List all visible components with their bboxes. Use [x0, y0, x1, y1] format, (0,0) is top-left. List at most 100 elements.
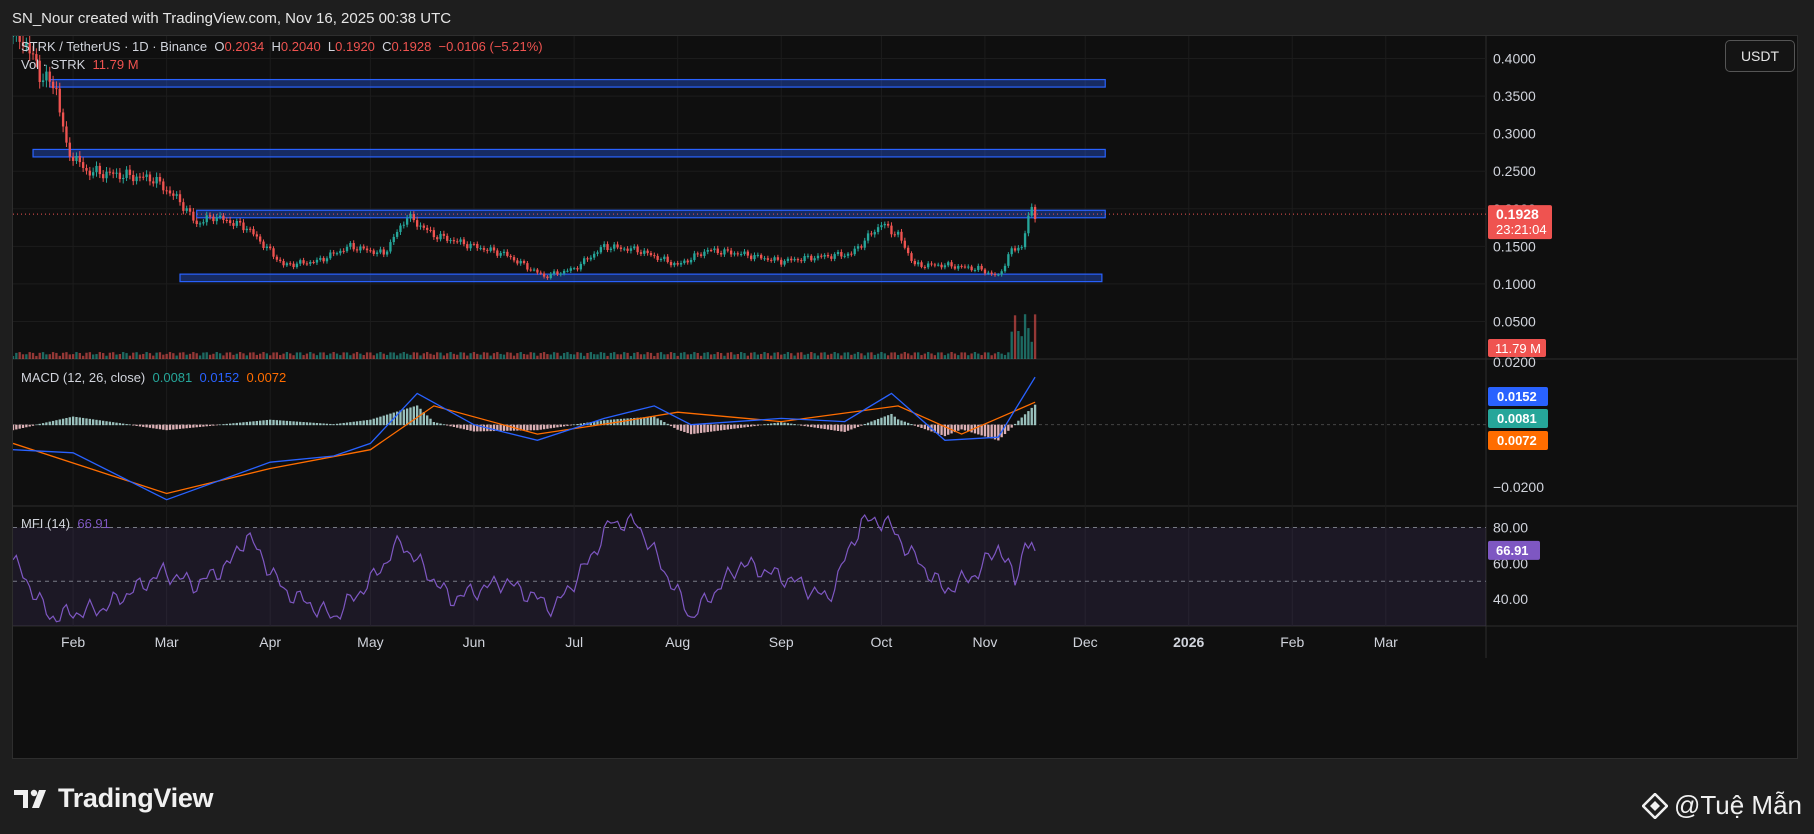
candle-body — [913, 260, 917, 265]
volume-bar — [98, 352, 102, 359]
macd-histogram-bar — [496, 424, 499, 432]
macd-histogram-bar — [1023, 414, 1027, 426]
candle-body — [132, 174, 135, 182]
macd-histogram-bar — [436, 422, 439, 426]
macd-histogram-bar — [91, 419, 95, 426]
macd-histogram-bar — [135, 424, 138, 426]
volume-bar — [499, 353, 502, 359]
macd-histogram-bar — [449, 424, 452, 427]
candle-body — [102, 174, 105, 179]
candle-body — [405, 218, 409, 225]
volume-bar — [572, 354, 576, 359]
macd-histogram-bar — [830, 424, 833, 431]
candle-body — [108, 171, 112, 173]
candle-body — [472, 243, 476, 245]
volume-bar — [315, 355, 319, 359]
candle-body — [452, 240, 456, 242]
macd-histogram-bar — [155, 424, 158, 429]
volume-bar — [776, 352, 780, 359]
macd-histogram-bar — [1007, 424, 1010, 431]
macd-histogram-bar — [1017, 420, 1020, 426]
macd-histogram-bar — [312, 422, 315, 426]
macd-histogram-bar — [800, 424, 803, 426]
candle-body — [98, 165, 102, 175]
macd-histogram-bar — [556, 424, 559, 428]
candle-body — [953, 266, 957, 269]
volume-bar — [402, 352, 405, 359]
currency-button[interactable]: USDT — [1725, 40, 1795, 72]
macd-histogram-bar — [1003, 424, 1007, 435]
volume-bar — [993, 353, 997, 359]
price-tick-label: 0.3500 — [1493, 88, 1536, 104]
volume-bar — [1000, 353, 1003, 359]
volume-bar — [786, 352, 790, 359]
volume-bar — [232, 354, 235, 359]
volume-bar — [653, 355, 656, 359]
volume-bar — [225, 352, 228, 359]
volume-bar — [412, 352, 415, 359]
x-tick-label: Mar — [1374, 634, 1398, 650]
macd-histogram-bar — [259, 420, 262, 426]
macd-histogram-bar — [890, 413, 893, 426]
candle-body — [669, 261, 673, 266]
candle-body — [840, 252, 843, 257]
macd-histogram-bar — [833, 424, 836, 431]
macd-histogram-bar — [673, 424, 676, 428]
macd-tick-label: −0.0200 — [1493, 479, 1544, 495]
macd-histogram-bar — [593, 421, 596, 426]
volume-bar — [850, 354, 853, 359]
macd-histogram-bar — [539, 424, 542, 430]
candle-body — [509, 255, 512, 258]
candle-body — [542, 273, 546, 277]
macd-histogram-bar — [148, 424, 152, 428]
volume-bar — [165, 353, 168, 359]
macd-histogram-bar — [1030, 407, 1033, 426]
macd-legend: MACD (12, 26, close) 0.0081 0.0152 0.007… — [21, 370, 286, 385]
macd-histogram-bar — [519, 424, 522, 431]
macd-histogram-bar — [863, 423, 866, 426]
macd-histogram-bar — [1027, 411, 1030, 426]
macd-histogram-bar — [786, 423, 790, 426]
macd-histogram-bar — [472, 424, 476, 432]
candle-body — [422, 225, 426, 228]
volume-bar — [436, 352, 439, 359]
candle-body — [476, 243, 479, 249]
mfi-legend: MFI (14) 66.91 — [21, 516, 110, 531]
volume-bar — [836, 353, 840, 359]
candle-body — [222, 215, 225, 221]
candle-body — [596, 252, 599, 254]
candle-body — [198, 223, 202, 225]
mfi-value-badge — [1488, 540, 1540, 560]
macd-histogram-bar — [459, 424, 462, 429]
candle-body — [502, 251, 506, 253]
countdown-label: 23:21:04 — [1496, 222, 1547, 237]
volume-bar — [886, 355, 890, 359]
macd-histogram-bar — [68, 417, 71, 426]
macd-histogram-bar — [389, 413, 392, 426]
macd-histogram-bar — [770, 423, 773, 426]
volume-bar — [422, 353, 426, 359]
volume-bar — [462, 352, 466, 359]
macd-histogram-bar — [780, 422, 783, 426]
volume-bar — [619, 354, 623, 359]
candle-body — [1000, 271, 1003, 275]
macd-histogram-bar — [172, 424, 175, 430]
volume-bar — [870, 352, 873, 359]
macd-histogram-bar — [112, 422, 115, 426]
volume-bar — [646, 352, 649, 359]
macd-histogram-bar — [325, 423, 329, 426]
chart-frame[interactable]: Feb Mar Apr May Jun Jul Aug Sep Oct Nov Dec 2026 Feb… — [12, 35, 1798, 759]
resistance-zone — [32, 148, 1106, 158]
chart-canvas[interactable]: Feb Mar Apr May Jun Jul Aug Sep Oct Nov Dec 2026 Feb… — [13, 36, 1797, 758]
macd-histogram-bar — [940, 424, 943, 435]
macd-histogram-bar — [322, 423, 325, 426]
macd-histogram-bar — [432, 422, 436, 426]
tradingview-logo[interactable]: TradingView — [14, 783, 214, 814]
x-tick-label: Feb — [1280, 634, 1304, 650]
candle-body — [118, 172, 122, 179]
volume-bar — [806, 353, 810, 359]
price-tick-label: 0.1000 — [1493, 276, 1536, 292]
candle-body — [843, 255, 846, 257]
volume-bar — [13, 356, 15, 359]
volume-bar — [953, 353, 957, 359]
